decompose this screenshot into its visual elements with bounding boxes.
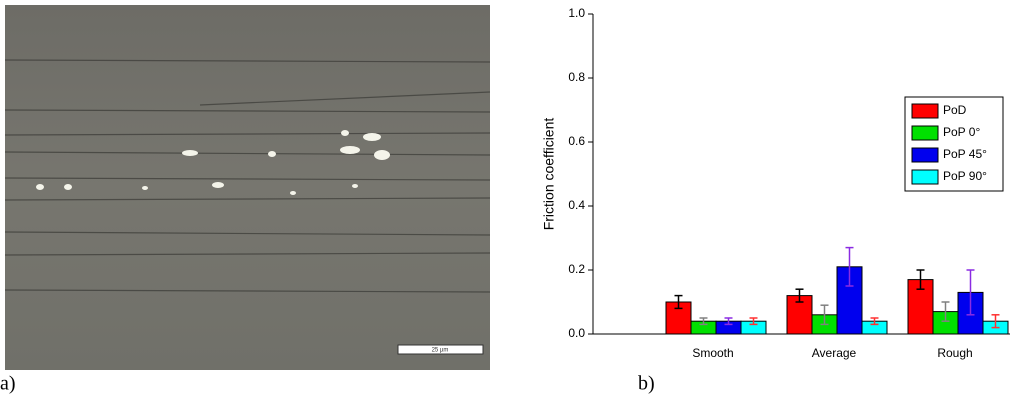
legend-label: PoP 0° [943,125,980,139]
panel-label: a) [0,373,16,395]
legend-label: PoD [943,103,967,117]
legend-swatch [911,125,939,141]
error-bar [991,314,1000,329]
y-tick-label: 0.2 [568,262,585,276]
panel-label: b) [638,373,655,395]
bar [907,279,934,335]
micrograph [4,5,491,370]
error-bar [724,317,733,326]
error-bar [845,246,854,287]
legend-label: PoP 45° [943,147,987,161]
y-tick-label: 0.6 [568,134,585,148]
legend-label: PoP 90° [943,169,987,183]
x-tick-label: Rough [937,346,972,360]
error-bar [820,304,829,326]
error-bar [870,317,879,326]
y-tick-label: 0.0 [568,326,585,340]
y-tick-label: 1.0 [568,6,585,20]
error-bar [674,294,683,310]
x-tick-label: Average [812,346,857,360]
x-tick-label: Smooth [692,346,733,360]
error-bar [699,317,708,326]
error-bar [916,269,925,290]
error-bar [966,269,975,316]
scale-bar-label: 25 µm [432,348,449,354]
y-tick-label: 0.8 [568,70,585,84]
error-bar [749,317,758,326]
y-axis-label: Friction coefficient [541,118,557,231]
bar [665,301,692,335]
error-bar [795,288,804,303]
error-bar [941,301,950,322]
legend-swatch [911,147,939,163]
legend-swatch [911,169,939,185]
legend-swatch [911,103,939,119]
y-tick-label: 0.4 [568,198,585,212]
